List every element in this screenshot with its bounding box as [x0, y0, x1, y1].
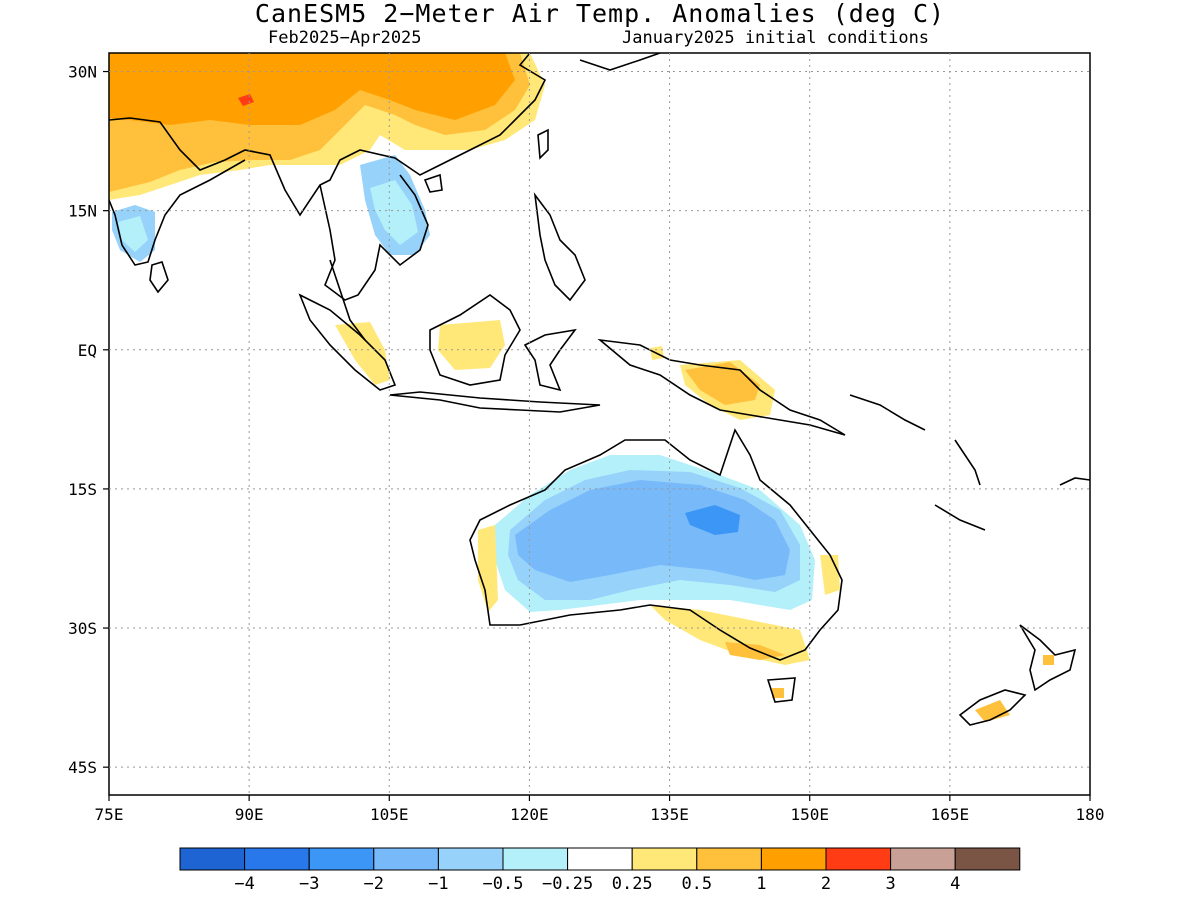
colorbar-swatch-4 [437, 847, 504, 871]
india-cool-anomaly-1 [118, 216, 148, 252]
tick-label-lon-75: 75E [95, 805, 124, 824]
colorbar-label-1: −3 [299, 874, 319, 894]
tick-label-lon-180: 180 [1076, 805, 1105, 824]
colorbar-label-8: 1 [756, 874, 766, 894]
colorbar-label-3: −1 [428, 874, 448, 894]
tibet-hot-spot [238, 94, 254, 106]
nz-warm-anomaly [975, 700, 1010, 722]
coastline-philippines [533, 192, 586, 302]
coastline-sumatra [298, 293, 397, 391]
coastline-hainan [423, 173, 443, 193]
colorbar-label-5: −0.25 [542, 874, 593, 894]
gridlines [109, 53, 1090, 795]
colorbar-label-9: 2 [821, 874, 831, 894]
tick-label-lat--15: 15S [68, 480, 97, 499]
longitude-ticks: 75E 90E 105E 120E 135E 150E 165E 180 [95, 795, 1105, 824]
coastline-tasmania [766, 677, 796, 703]
colorbar-label-2: −2 [364, 874, 384, 894]
coastline-borneo [429, 294, 521, 386]
coastline-india [109, 159, 246, 266]
coastline-taiwan [537, 128, 549, 160]
colorbar-label-6: 0.25 [612, 874, 653, 894]
coastline-new-caledonia [934, 504, 986, 531]
colorbar-swatch-2 [308, 847, 375, 871]
coastline-solomons [849, 394, 926, 431]
colorbar-swatch-12 [954, 847, 1021, 871]
tick-label-lon-165: 165E [931, 805, 970, 824]
tick-label-lon-105: 105E [370, 805, 409, 824]
coastline-fiji [1059, 477, 1090, 486]
coastline-indochina [319, 174, 429, 301]
colorbar-swatch-7 [631, 847, 698, 871]
anomaly-shading [109, 53, 1054, 722]
coastline-java [389, 391, 601, 413]
tick-label-lat-15: 15N [68, 202, 97, 221]
colorbar-swatch-3 [373, 847, 439, 871]
tick-label-lat-0: EQ [78, 341, 97, 360]
coastline-malay-peninsula [329, 259, 366, 341]
colorbar-swatch-8 [696, 847, 762, 871]
indochina-cool-anomaly-1 [370, 180, 418, 245]
tick-label-lon-150: 150E [790, 805, 829, 824]
colorbar-swatch-6 [567, 847, 633, 871]
colorbar-swatch-10 [825, 847, 892, 871]
colorbar-swatch-0 [179, 847, 246, 871]
australia-cool-anomaly-2 [515, 480, 790, 582]
coastline-new-guinea [597, 338, 846, 436]
tick-label-lon-135: 135E [650, 805, 689, 824]
map-frame [108, 52, 1091, 796]
coastline-australia [469, 428, 843, 661]
latitude-ticks: 30N 15N EQ 15S 30S 45S [68, 63, 109, 777]
map-title: CanESM5 2−Meter Air Temp. Anomalies (deg… [254, 0, 946, 28]
australia-cool-core [685, 505, 740, 535]
new-guinea-warm-anomaly-1 [685, 362, 760, 405]
coastlines [109, 53, 1090, 726]
coastline-sri-lanka [149, 261, 169, 294]
borneo-warm-anomaly [438, 320, 505, 370]
coastline-sulawesi [523, 328, 577, 392]
colorbar: −4 −3 −2 −1 −0.5 −0.25 0.25 0.5 1 2 3 4 [179, 847, 1021, 894]
forecast-period: Feb2025−Apr2025 [268, 28, 422, 48]
colorbar-label-11: 4 [950, 874, 960, 894]
sumatra-warm-anomaly [335, 322, 390, 385]
colorbar-swatch-11 [890, 847, 956, 871]
se-australia-warm-anomaly [650, 605, 810, 665]
colorbar-label-4: −0.5 [483, 874, 524, 894]
colorbar-swatch-5 [502, 847, 569, 871]
asia-warm-anomaly-2 [109, 53, 515, 125]
coastline-new-zealand-north [1019, 624, 1077, 692]
colorbar-label-0: −4 [234, 874, 254, 894]
coastline-asia [109, 53, 547, 217]
nz-north-warm-anomaly [1043, 655, 1054, 665]
tick-label-lon-90: 90E [235, 805, 264, 824]
colorbar-label-7: 0.5 [681, 874, 712, 894]
w-australia-warm-anomaly [478, 525, 498, 612]
tasmania-warm-anomaly [772, 688, 784, 698]
e-australia-warm-anomaly [820, 555, 840, 595]
coastline-japan [579, 53, 661, 71]
tick-label-lat-30: 30N [68, 63, 97, 82]
tick-label-lat--45: 45S [68, 758, 97, 777]
initial-conditions: January2025 initial conditions [622, 28, 930, 48]
tick-label-lon-120: 120E [510, 805, 549, 824]
tick-label-lat--30: 30S [68, 619, 97, 638]
colorbar-label-10: 3 [885, 874, 895, 894]
colorbar-swatch-1 [244, 847, 310, 871]
colorbar-swatch-9 [760, 847, 827, 871]
coastline-vanuatu [954, 439, 981, 486]
coastline-new-zealand-south [958, 689, 1027, 726]
